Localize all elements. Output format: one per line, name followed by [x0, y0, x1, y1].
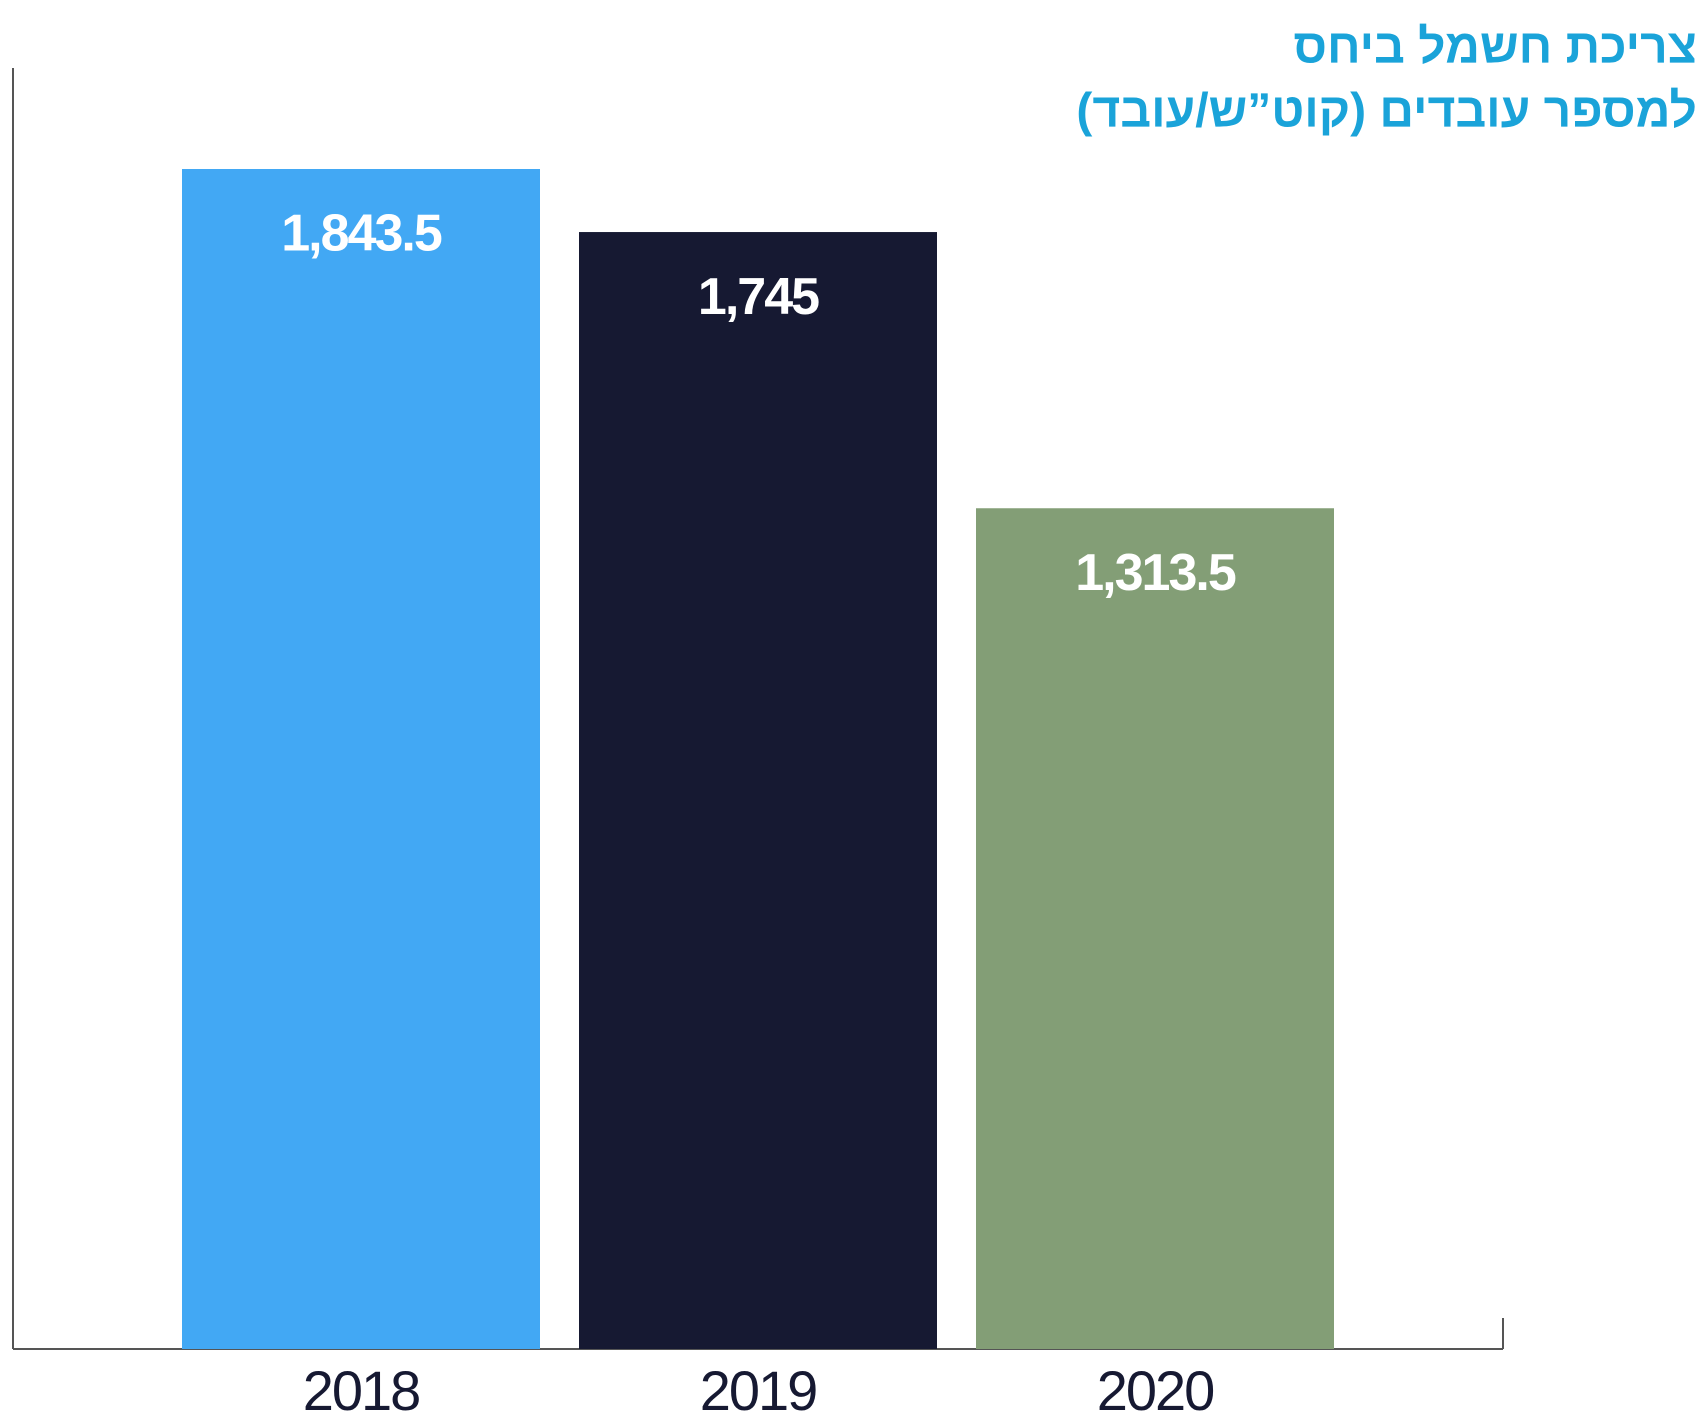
- chart-title: למספר עובדים (קוט”ש/עובד): [1076, 85, 1697, 138]
- x-tick-label: 2018: [303, 1359, 420, 1421]
- bar: [976, 508, 1334, 1350]
- bar: [579, 232, 937, 1349]
- value-label: 1,745: [698, 268, 819, 326]
- x-tick-label: 2019: [700, 1359, 817, 1421]
- bar: [182, 169, 540, 1349]
- x-tick-label: 2020: [1097, 1359, 1214, 1421]
- value-label: 1,843.5: [281, 205, 442, 263]
- value-label: 1,313.5: [1075, 544, 1236, 602]
- chart-title: צריכת חשמל ביחס: [1293, 21, 1697, 74]
